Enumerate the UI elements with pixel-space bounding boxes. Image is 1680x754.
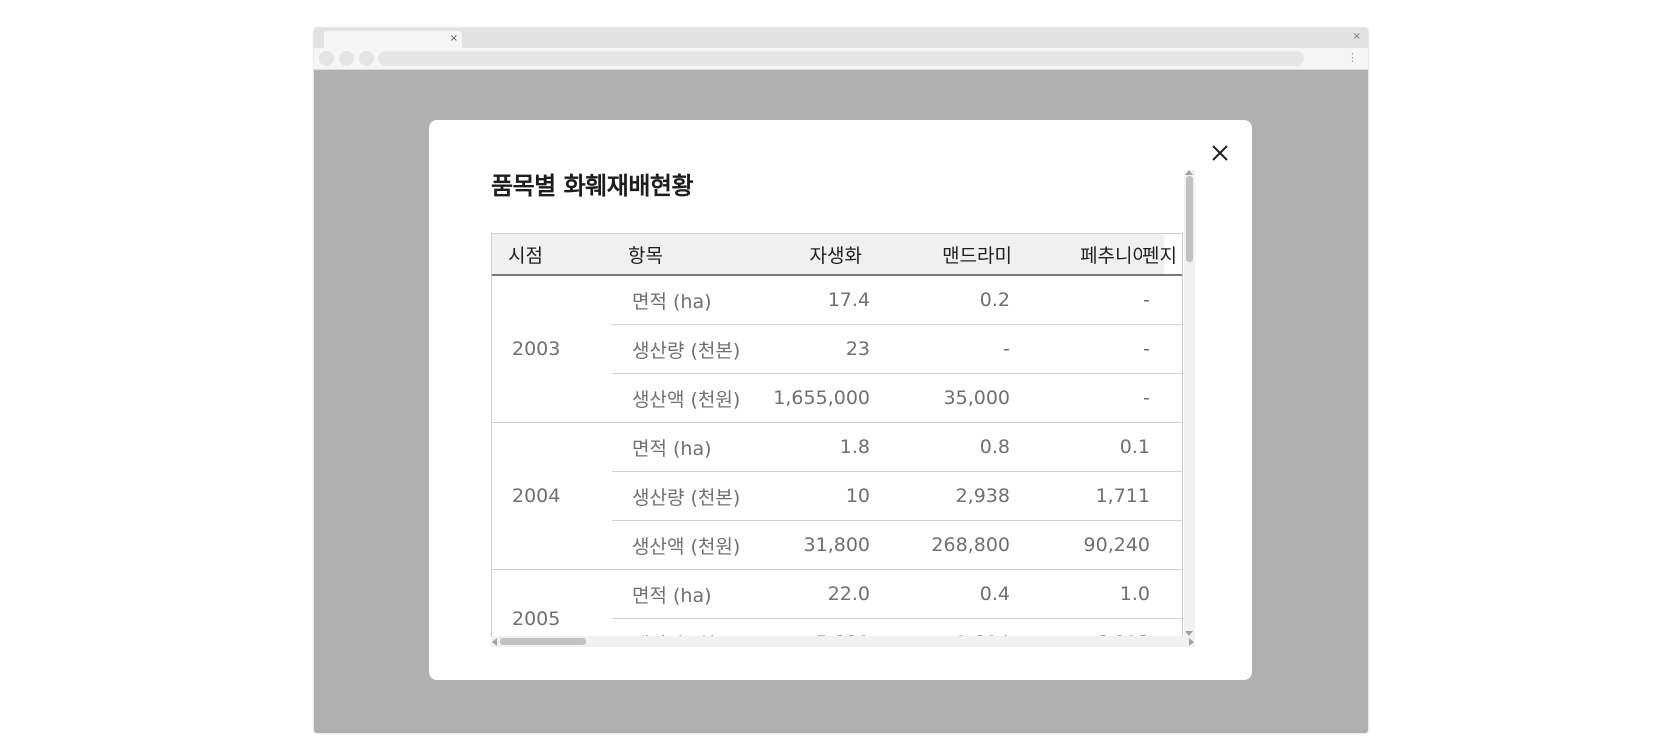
- scroll-right-arrow-icon[interactable]: [1189, 638, 1194, 646]
- item-cell: 생산액 (천원): [612, 373, 742, 423]
- window-close-icon[interactable]: ×: [1352, 31, 1361, 42]
- table-scroll-area[interactable]: 시점 항목 자생화 맨드라미 페추니아 펜지 2003 면적 (ha) 17.4…: [491, 233, 1183, 636]
- spacer-cell: [1162, 569, 1182, 619]
- value-cell: 1,655,000: [742, 373, 882, 423]
- column-header-time: 시점: [492, 234, 612, 276]
- column-header-petunia: 페추니아: [1022, 234, 1162, 276]
- scroll-left-arrow-icon[interactable]: [492, 638, 497, 646]
- table-row: 2005 면적 (ha) 22.0 0.4 1.0: [492, 569, 1182, 636]
- table-row: 생산량 (천본) 10 2,938 1,711: [492, 471, 1182, 521]
- item-cell: 면적 (ha): [612, 422, 742, 472]
- item-cell: 생산량 (천본): [612, 324, 742, 374]
- horizontal-scroll-thumb[interactable]: [500, 638, 586, 645]
- vertical-scrollbar[interactable]: [1184, 170, 1195, 636]
- scroll-up-arrow-icon[interactable]: [1185, 170, 1193, 175]
- modal-title: 품목별 화훼재배현황: [491, 172, 694, 200]
- browser-toolbar: ⋮: [314, 48, 1368, 70]
- spacer-cell: [1162, 618, 1182, 636]
- spacer-cell: [1162, 373, 1182, 423]
- spacer-cell: [1162, 422, 1182, 472]
- browser-window: × × ⋮ 품목별 화훼재배현황: [314, 28, 1368, 733]
- vertical-scroll-thumb[interactable]: [1186, 176, 1193, 262]
- value-cell: -: [1022, 373, 1162, 423]
- table-row: 생산량 (천본) 5,821 1,814 6,913: [492, 618, 1182, 636]
- item-cell: 생산액 (천원): [612, 520, 742, 570]
- item-cell: 면적 (ha): [612, 569, 742, 619]
- value-cell: 22.0: [742, 569, 882, 619]
- value-cell: -: [882, 324, 1022, 374]
- column-header-wildflower: 자생화: [742, 234, 882, 276]
- close-icon[interactable]: [1209, 142, 1231, 164]
- item-cell: 면적 (ha): [612, 275, 742, 325]
- table-row: 생산액 (천원) 1,655,000 35,000 -: [492, 373, 1182, 423]
- column-header-pansy: 펜지: [1142, 234, 1177, 276]
- tab-close-icon[interactable]: ×: [449, 33, 458, 44]
- value-cell: 23: [742, 324, 882, 374]
- back-button[interactable]: [319, 51, 334, 66]
- value-cell: 17.4: [742, 275, 882, 325]
- value-cell: 0.2: [882, 275, 1022, 325]
- table-row: 2003 면적 (ha) 17.4 0.2 -: [492, 275, 1182, 423]
- tab-strip: × ×: [314, 28, 1368, 48]
- forward-button[interactable]: [339, 51, 354, 66]
- value-cell: 268,800: [882, 520, 1022, 570]
- browser-tab[interactable]: ×: [324, 31, 462, 48]
- value-cell: 31,800: [742, 520, 882, 570]
- year-cell: 2005: [492, 569, 612, 636]
- value-cell: 35,000: [882, 373, 1022, 423]
- value-cell: 0.4: [882, 569, 1022, 619]
- value-cell: 6,913: [1022, 618, 1162, 636]
- address-bar[interactable]: [378, 51, 1304, 66]
- year-cell: 2003: [492, 275, 612, 423]
- scroll-down-arrow-icon[interactable]: [1185, 631, 1193, 636]
- column-header-item: 항목: [612, 234, 742, 276]
- column-header-cockscomb: 맨드라미: [882, 234, 1022, 276]
- reload-button[interactable]: [359, 51, 374, 66]
- menu-icon[interactable]: ⋮: [1347, 51, 1358, 64]
- value-cell: -: [1022, 275, 1162, 325]
- table-header-row: 시점 항목 자생화 맨드라미 페추니아 펜지: [492, 234, 1182, 276]
- horizontal-scrollbar[interactable]: [491, 636, 1195, 647]
- value-cell: 90,240: [1022, 520, 1162, 570]
- value-cell: 0.1: [1022, 422, 1162, 472]
- year-cell: 2004: [492, 422, 612, 570]
- value-cell: 1.0: [1022, 569, 1162, 619]
- table-row: 2004 면적 (ha) 1.8 0.8 0.1: [492, 422, 1182, 570]
- data-table: 시점 항목 자생화 맨드라미 페추니아 펜지 2003 면적 (ha) 17.4…: [492, 234, 1182, 636]
- modal-dialog: 품목별 화훼재배현황 시점 항목 자생화 맨드라미: [429, 120, 1252, 680]
- value-cell: 1,711: [1022, 471, 1162, 521]
- value-cell: 1.8: [742, 422, 882, 472]
- table-row: 생산액 (천원) 31,800 268,800 90,240: [492, 520, 1182, 570]
- spacer-cell: [1162, 520, 1182, 570]
- value-cell: 10: [742, 471, 882, 521]
- item-cell: 생산량 (천본): [612, 618, 742, 636]
- value-cell: -: [1022, 324, 1162, 374]
- value-cell: 2,938: [882, 471, 1022, 521]
- spacer-cell: [1162, 471, 1182, 521]
- spacer-cell: [1162, 275, 1182, 325]
- value-cell: 0.8: [882, 422, 1022, 472]
- spacer-cell: [1162, 324, 1182, 374]
- item-cell: 생산량 (천본): [612, 471, 742, 521]
- table-row: 생산량 (천본) 23 - -: [492, 324, 1182, 374]
- value-cell: 1,814: [882, 618, 1022, 636]
- value-cell: 5,821: [742, 618, 882, 636]
